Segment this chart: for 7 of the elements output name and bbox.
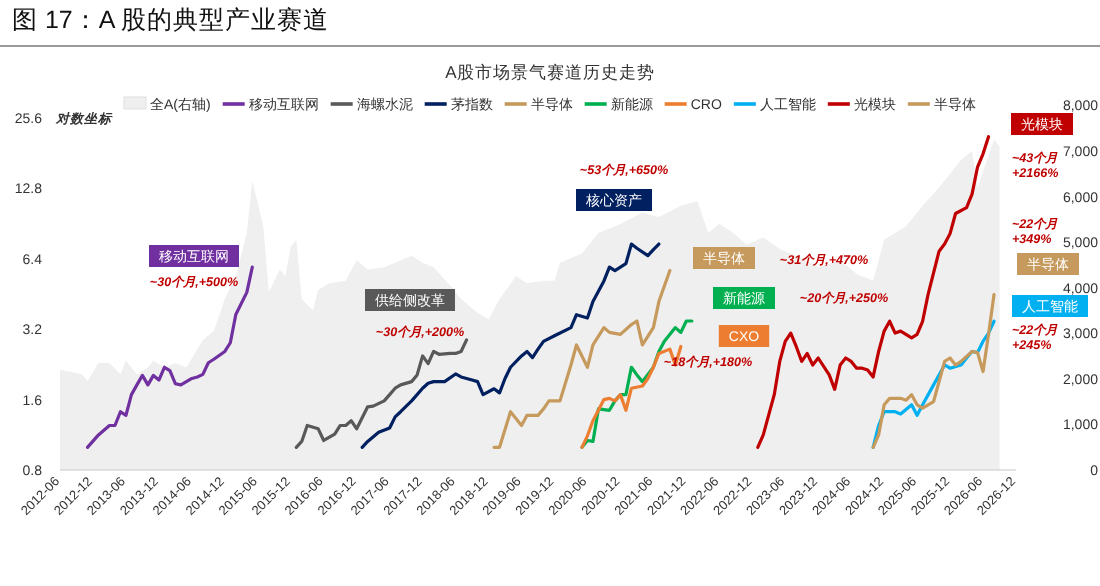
line-series	[580, 344, 683, 449]
line-series	[294, 338, 469, 449]
line-series	[85, 265, 254, 449]
line-series	[360, 242, 661, 449]
chart-subtitle: A股市场景气赛道历史走势	[445, 62, 655, 82]
chart-title: 图 17：A 股的典型产业赛道	[12, 4, 329, 34]
line-series	[871, 319, 996, 449]
